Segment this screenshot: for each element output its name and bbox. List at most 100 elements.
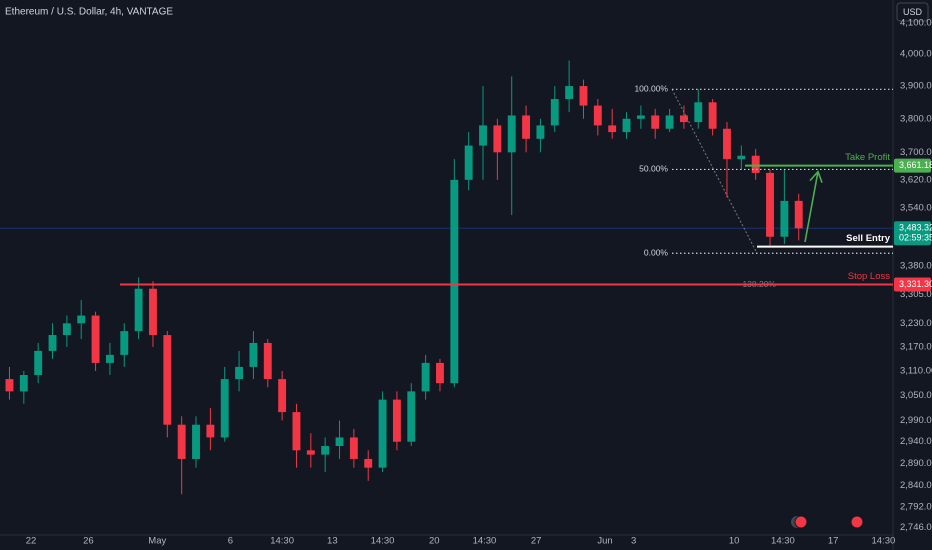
y-tick-label: 4,100.00 (900, 18, 932, 29)
candle-body (278, 379, 287, 413)
event-icon[interactable] (850, 515, 864, 529)
y-tick-label: 3,700.00 (900, 147, 932, 158)
candle-body (321, 446, 330, 455)
level-name: Sell Entry (846, 233, 891, 244)
candle-body (378, 399, 387, 468)
candle-body (636, 115, 645, 119)
candle-body (62, 323, 71, 336)
chart-title: Ethereum / U.S. Dollar, 4h, VANTAGE (5, 7, 173, 18)
y-tick-label: 3,900.00 (900, 81, 932, 92)
candle-body (737, 155, 746, 160)
y-tick-label: 3,305.00 (900, 289, 932, 300)
candle-body (163, 335, 172, 425)
x-tick-label: 26 (83, 536, 94, 547)
x-tick-label: 6 (228, 536, 233, 547)
candle-body (335, 437, 344, 447)
candle-body (77, 315, 86, 324)
candle-body (392, 399, 401, 442)
candle-body (349, 437, 358, 459)
candle-body (34, 350, 43, 376)
candle-body (421, 362, 430, 392)
fib-level-label: 100.00% (634, 84, 668, 94)
x-tick-label: 14:30 (871, 536, 895, 547)
candle-body (220, 379, 229, 438)
candle-body (407, 391, 416, 442)
currency-button[interactable] (896, 2, 929, 22)
candle-body (5, 379, 14, 392)
candle-body (794, 200, 803, 229)
x-tick-label: May (148, 536, 166, 547)
last-price-label-bg (894, 221, 931, 246)
x-tick-label: 20 (429, 536, 440, 547)
candle-body (751, 155, 760, 173)
y-tick-label: 3,050.00 (900, 390, 932, 401)
y-tick-label: 3,800.00 (900, 113, 932, 124)
fib-level-label: 50.00% (639, 164, 668, 174)
candle-body (766, 172, 774, 237)
candle-body (364, 458, 373, 468)
candle-body (306, 450, 315, 455)
x-tick-label: 22 (26, 536, 37, 547)
y-tick-label: 2,746.00 (900, 522, 932, 533)
price-axis-label-bg (894, 277, 931, 292)
candle-body (263, 342, 272, 380)
y-tick-label: 4,000.00 (900, 49, 932, 60)
y-tick-label: 2,990.00 (900, 415, 932, 426)
candle-body (593, 105, 602, 126)
candle-body (522, 115, 531, 139)
candle-body (493, 125, 502, 153)
candle-body (436, 362, 444, 384)
level-name: Take Profit (845, 152, 890, 163)
y-tick-label: 2,890.00 (900, 458, 932, 469)
candle-body (149, 288, 157, 336)
y-tick-label: 3,540.00 (900, 202, 932, 213)
x-tick-label: 27 (531, 536, 542, 547)
candle-body (679, 115, 688, 123)
y-tick-label: 2,792.00 (900, 501, 932, 512)
candle-body (292, 412, 301, 451)
x-tick-label: 14:30 (270, 536, 294, 547)
candle-body (120, 331, 129, 355)
candle-body (464, 145, 473, 180)
candle-body (206, 424, 215, 438)
x-tick-label: 3 (631, 536, 636, 547)
candle-body (48, 335, 57, 351)
x-tick-label: 13 (327, 536, 338, 547)
candle-body (450, 179, 459, 384)
projection-arrow-head (809, 170, 823, 183)
y-tick-label: 3,230.00 (900, 318, 932, 329)
candle-body (91, 315, 100, 363)
fib-trend-line (671, 89, 758, 254)
last-price-label: 3,483.32 (899, 223, 932, 233)
last-price-countdown: 02:59:35 (899, 233, 932, 243)
candle-body (708, 102, 717, 129)
x-tick-label: 17 (828, 536, 839, 547)
candle-body (192, 424, 200, 459)
candle-body (665, 115, 674, 129)
y-tick-label: 3,620.00 (900, 174, 932, 185)
x-tick-label: 14:30 (473, 536, 497, 547)
candle-body (694, 102, 703, 123)
currency-label: USD (903, 7, 923, 17)
candle-body (105, 354, 114, 363)
candle-body (249, 342, 258, 367)
y-tick-label: 3,380.00 (900, 261, 932, 272)
candle-body (177, 424, 186, 459)
price-axis-label: 3,661.18 (899, 160, 932, 170)
y-tick-label: 2,940.00 (900, 436, 932, 447)
x-tick-label: 10 (729, 536, 740, 547)
event-icons (791, 515, 864, 529)
fib-level-label: 0.00% (644, 247, 669, 257)
candle-body (19, 375, 28, 392)
candle-body (608, 125, 617, 133)
event-icon[interactable] (794, 515, 808, 529)
candle-body (550, 99, 559, 126)
candle-body (536, 125, 545, 139)
projection-arrow (804, 171, 819, 243)
candle-body (579, 86, 588, 106)
candle-body (723, 128, 731, 160)
candle-body (651, 115, 660, 129)
candle-body (235, 366, 244, 380)
